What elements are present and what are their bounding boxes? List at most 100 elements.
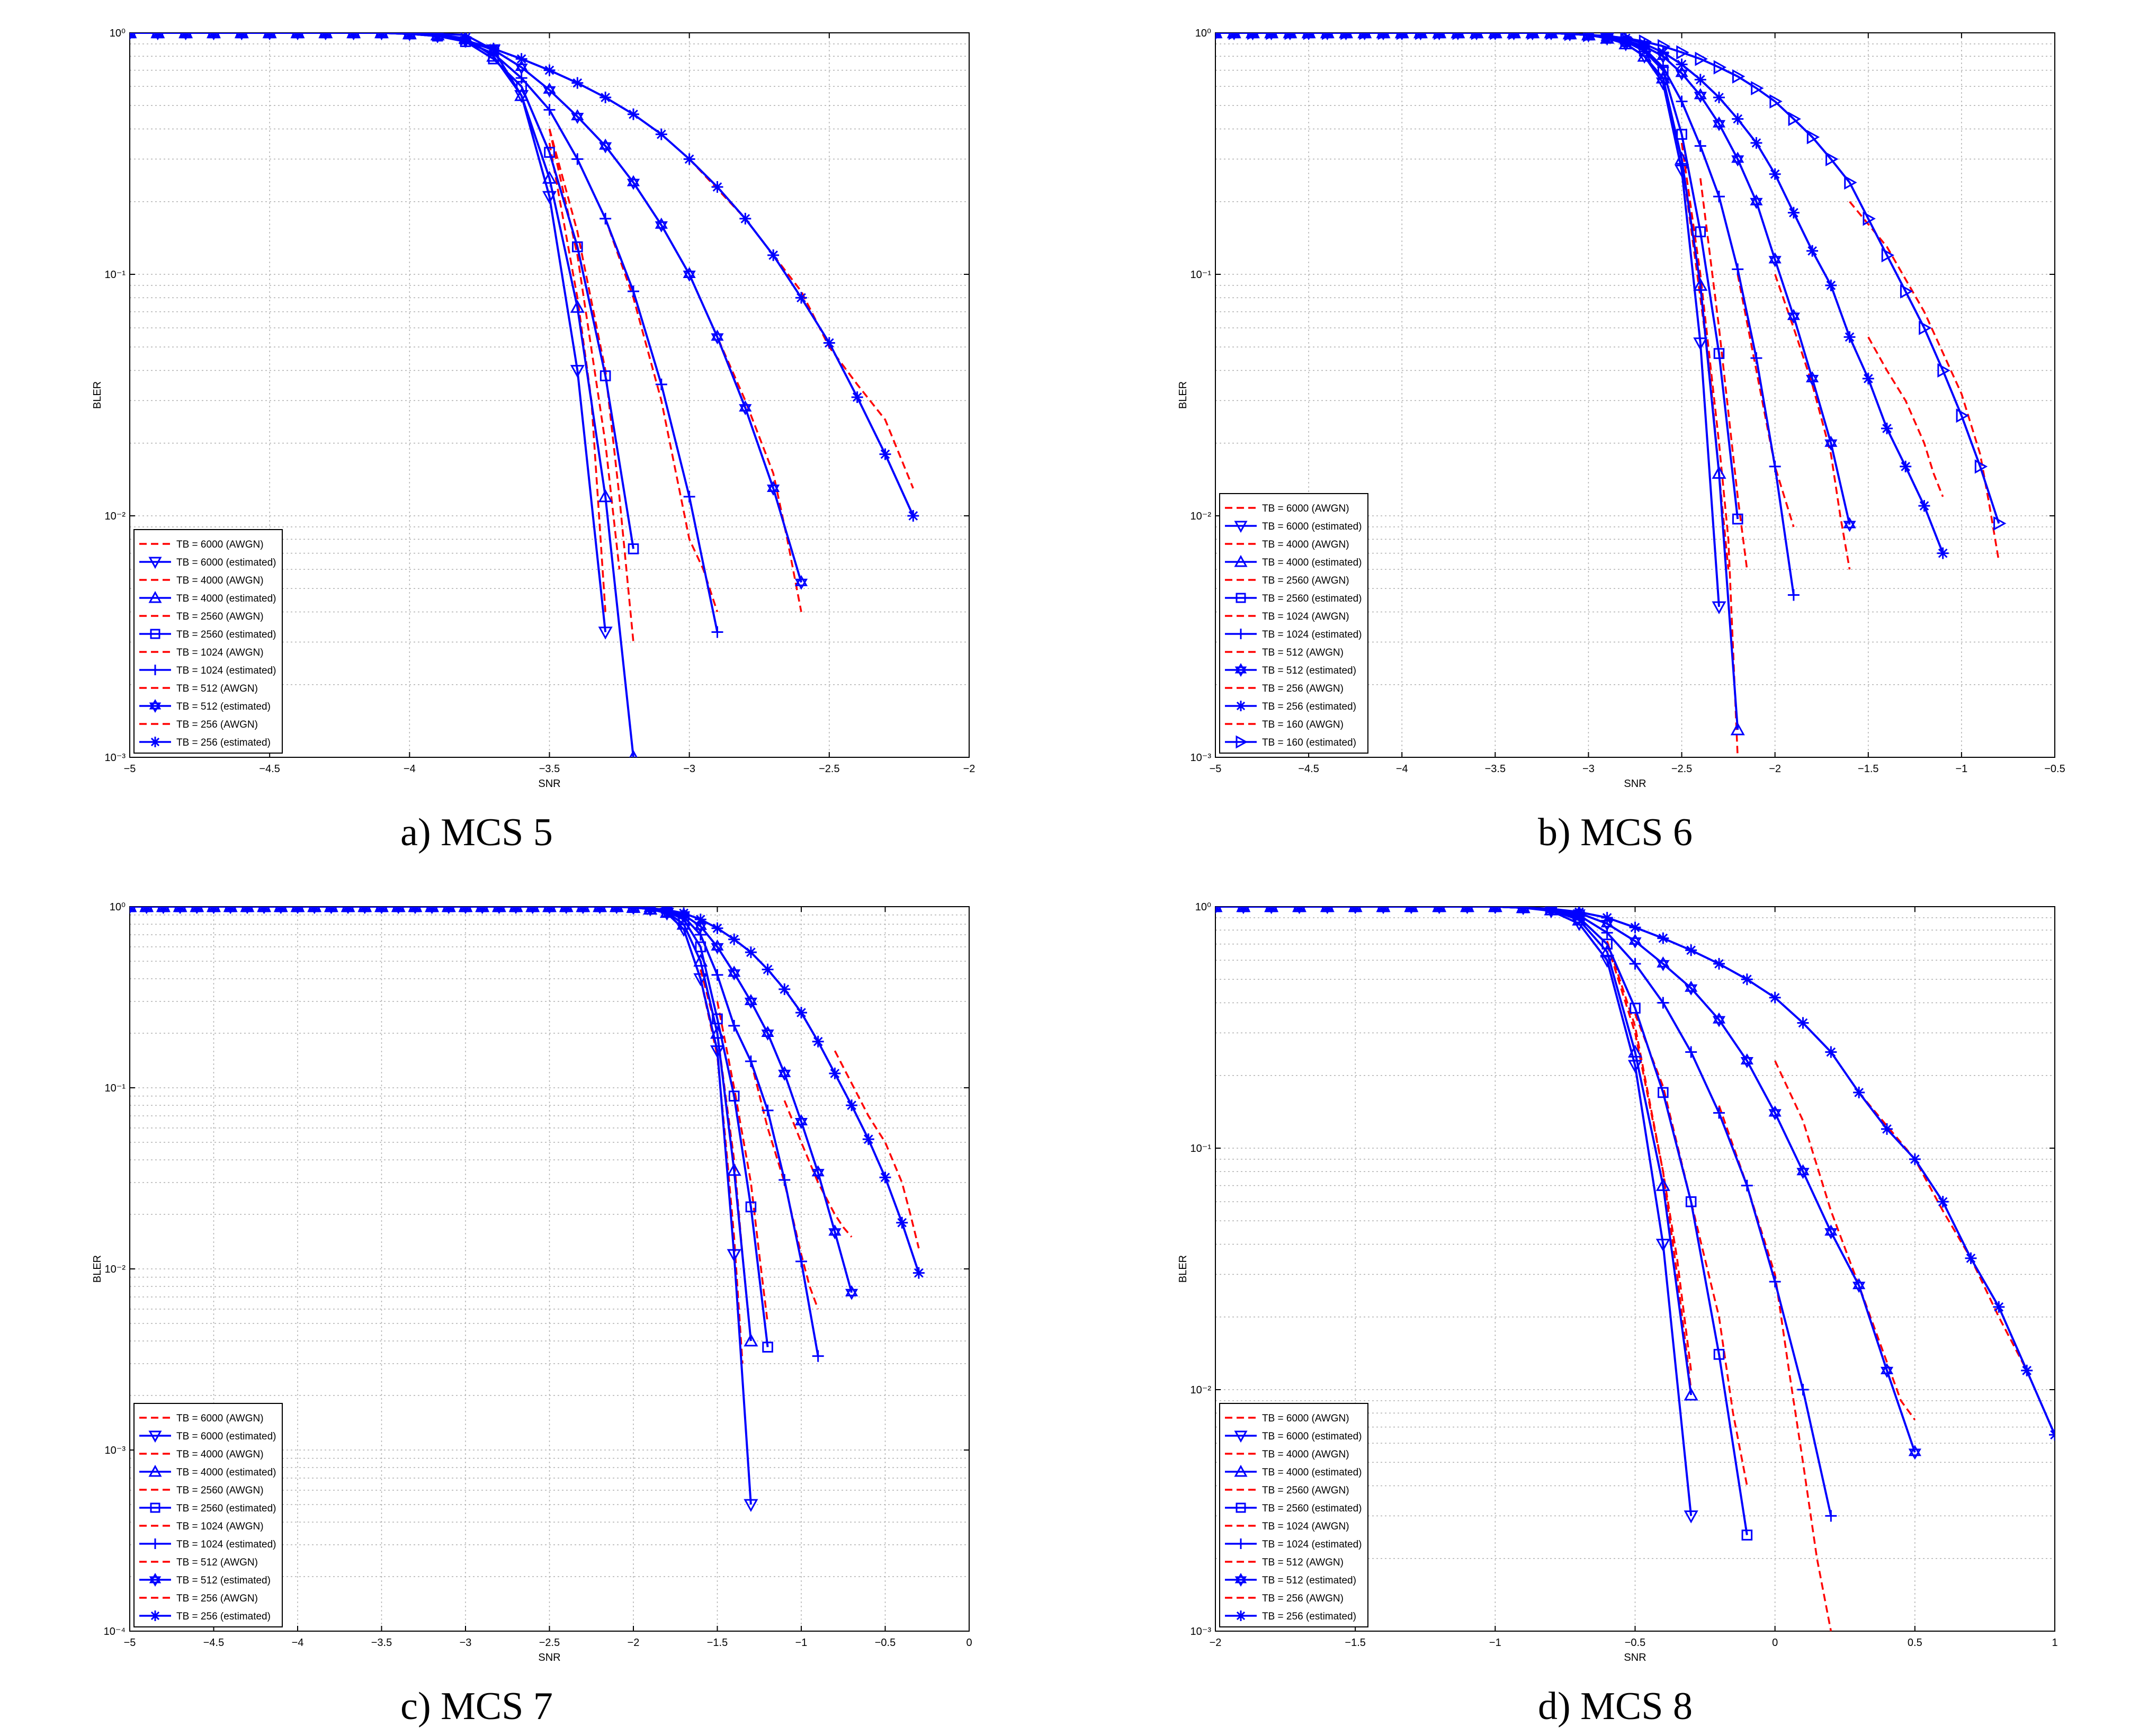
series-line-2 [1680, 142, 1739, 757]
chart-mcs5: −5 −4.5 −4 −3.5 −3 −2.5 −2 10⁻³ 10⁻² 10⁻¹ 10⁰ SNR BL… [92, 28, 975, 790]
series-line-7 [130, 907, 819, 1357]
data-point [1676, 45, 1689, 60]
data-point [342, 907, 354, 912]
x-tick-label: −2 [1769, 763, 1781, 775]
series-line-5 [130, 33, 634, 549]
series-line-6 [1737, 274, 1795, 527]
data-point [1601, 911, 1613, 924]
data-point [711, 181, 723, 193]
legend-entry: TB = 2560 (AWGN) [1262, 575, 1349, 586]
legend-entry: TB = 4000 (AWGN) [1262, 539, 1349, 550]
x-tick-label: −4.5 [259, 763, 280, 775]
data-point [828, 1224, 842, 1240]
data-point [409, 907, 421, 912]
data-point [543, 104, 556, 116]
x-tick-label: −1.5 [1345, 1637, 1365, 1649]
y-tick-label: 10⁰ [110, 28, 126, 39]
legend-entry: TB = 512 (estimated) [176, 1575, 271, 1586]
legend-marker [150, 1610, 160, 1621]
data-point [2021, 1364, 2033, 1376]
data-point [570, 300, 585, 313]
data-point [829, 1067, 841, 1079]
y-tick-label: 10⁻² [1191, 1384, 1212, 1396]
data-point [140, 907, 153, 912]
data-point [275, 907, 287, 912]
data-point [570, 365, 585, 378]
x-tick-label: −4 [292, 1637, 304, 1649]
data-point [510, 907, 522, 912]
legend-entry: TB = 4000 (estimated) [1262, 1467, 1362, 1478]
legend-marker [148, 1430, 162, 1443]
data-point [1685, 980, 1698, 996]
x-tick-label: −3.5 [1485, 763, 1506, 775]
data-point [1284, 33, 1297, 40]
data-point [1844, 175, 1857, 190]
legend-entry: TB = 6000 (estimated) [176, 557, 276, 568]
data-point [571, 109, 584, 124]
data-point [727, 1249, 741, 1263]
x-tick-label: −2.5 [539, 1637, 560, 1649]
legend-entry: TB = 256 (AWGN) [1262, 683, 1344, 694]
data-point [611, 907, 623, 912]
legend-entry: TB = 160 (AWGN) [1262, 719, 1344, 730]
y-tick-label: 10⁻² [105, 511, 126, 522]
data-point [1825, 279, 1837, 291]
legend-entry: TB = 512 (estimated) [1262, 665, 1356, 676]
axes-box [1215, 32, 2055, 758]
data-point [599, 138, 612, 154]
data-point [571, 153, 584, 165]
y-tick-label: 10⁻³ [105, 752, 126, 764]
data-point [1713, 191, 1725, 203]
data-point [767, 481, 780, 496]
chart-panel-mcs6: −5 −4.5 −4 −3.5 −3 −2.5 −2 −1.5 −1 −0.5 10⁻³ 10⁻² 10… [1165, 26, 2065, 794]
legend-marker [148, 557, 162, 569]
y-tick-label: 10⁻³ [1191, 752, 1212, 764]
data-point [1349, 907, 1362, 912]
series-line-1 [1215, 907, 1693, 1516]
caption-mcs8: d) MCS 8 [1538, 1685, 1693, 1728]
data-point [1247, 33, 1260, 40]
data-point [795, 1255, 807, 1267]
legend-entry: TB = 256 (AWGN) [176, 719, 258, 730]
data-point [1658, 39, 1671, 53]
series-line-9 [1215, 33, 1851, 525]
legend-entry: TB = 512 (AWGN) [1262, 647, 1344, 658]
data-point [487, 42, 499, 55]
y-tick-label: 10⁻³ [105, 1445, 126, 1456]
data-point [292, 907, 303, 912]
legend-marker [150, 737, 160, 747]
data-point [1732, 69, 1746, 84]
x-tick-label: −5 [1210, 763, 1222, 775]
data-point [1806, 245, 1819, 257]
data-point [744, 1499, 758, 1513]
chart-panel-mcs8: −2 −1.5 −1 −0.5 0 0.5 1 10⁻³ 10⁻² 10⁻¹ 10⁰ SNR BLER T… [1165, 900, 2065, 1668]
x-tick-label: −1.5 [1858, 763, 1878, 775]
caption-mcs7: c) MCS 7 [400, 1685, 553, 1728]
data-point [644, 907, 656, 915]
caption-mcs5: a) MCS 5 [400, 811, 553, 854]
data-point [694, 914, 706, 926]
data-point [1527, 33, 1540, 40]
legend-box [1219, 1403, 1368, 1627]
data-point [1965, 1252, 1977, 1264]
data-point [1265, 907, 1277, 912]
chart-mcs6: −5 −4.5 −4 −3.5 −3 −2.5 −2 −1.5 −1 −0.5 10⁻³ 10⁻² 10… [1177, 28, 2065, 790]
series-line-4 [1699, 178, 1748, 570]
data-point [1685, 944, 1697, 956]
data-point [375, 907, 388, 912]
y-tick-label: 10⁻² [105, 1264, 126, 1275]
legend-marker [148, 590, 162, 603]
legend-entry: TB = 1024 (AWGN) [176, 1521, 264, 1532]
legend-entry: TB = 256 (AWGN) [176, 1593, 258, 1604]
data-point [655, 128, 667, 140]
legend-marker [149, 1572, 162, 1587]
data-point [812, 1350, 824, 1362]
series-line-3 [130, 33, 634, 757]
y-tick-label: 10⁻² [1191, 511, 1212, 522]
data-point [744, 1334, 758, 1347]
data-point [542, 191, 557, 204]
legend: TB = 6000 (AWGN) TB = 6000 (estimated) TB … [133, 529, 283, 754]
legend-marker [148, 1464, 162, 1477]
data-point [1545, 33, 1559, 40]
